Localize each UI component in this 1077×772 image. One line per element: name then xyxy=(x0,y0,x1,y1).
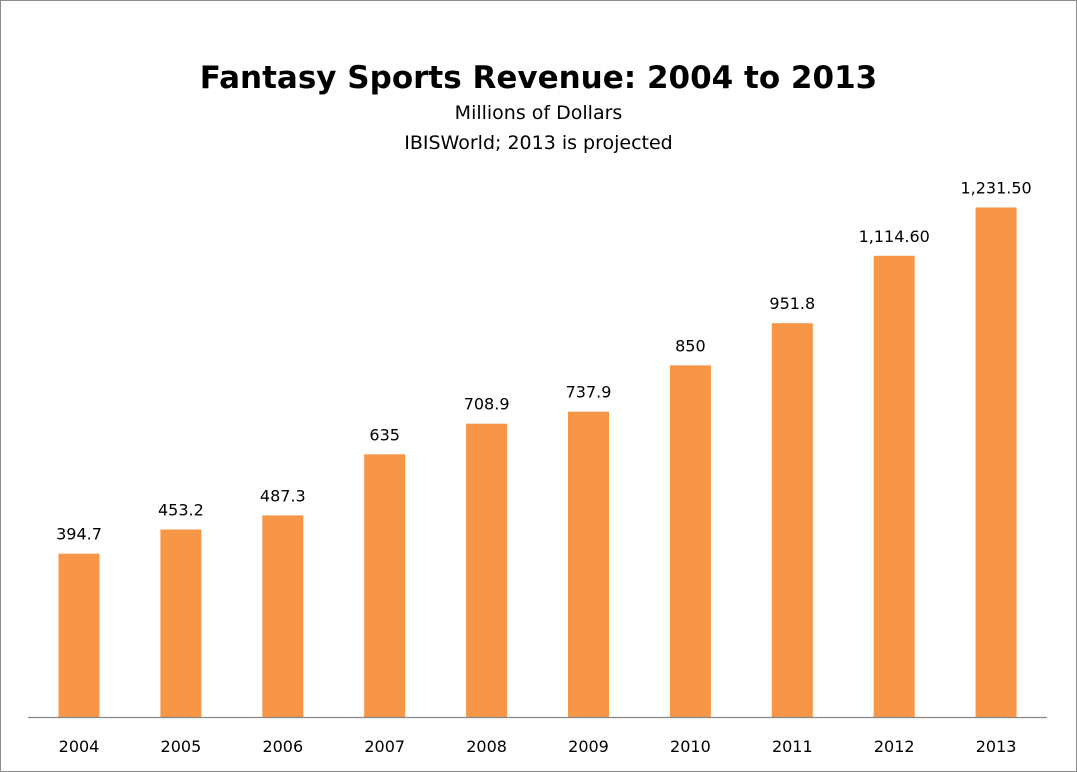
bar-2006 xyxy=(262,515,304,717)
bar-2005 xyxy=(160,529,202,717)
x-tick-label-2004: 2004 xyxy=(59,737,100,756)
bar-2007 xyxy=(364,454,406,717)
x-tick-label-2008: 2008 xyxy=(466,737,507,756)
data-label-2007: 635 xyxy=(369,425,400,444)
data-label-2006: 487.3 xyxy=(260,486,306,505)
bar-2011 xyxy=(771,323,813,717)
data-label-2012: 1,114.60 xyxy=(859,227,930,246)
x-tick-label-2012: 2012 xyxy=(874,737,915,756)
chart-header: Fantasy Sports Revenue: 2004 to 2013 Mil… xyxy=(0,58,1077,158)
bar-2012 xyxy=(873,255,915,718)
x-tick-label-2013: 2013 xyxy=(976,737,1017,756)
bar-2013 xyxy=(975,207,1017,717)
chart-source-note: IBISWorld; 2013 is projected xyxy=(404,132,673,154)
x-tick-label-2005: 2005 xyxy=(161,737,202,756)
bar-2004 xyxy=(58,553,100,717)
data-label-2005: 453.2 xyxy=(158,501,204,520)
data-label-2008: 708.9 xyxy=(464,395,510,414)
x-tick-label-2011: 2011 xyxy=(772,737,813,756)
data-label-2010: 850 xyxy=(675,336,706,355)
x-tick-label-2006: 2006 xyxy=(262,737,303,756)
data-label-2009: 737.9 xyxy=(566,383,612,402)
chart-subtitle: Millions of Dollars xyxy=(454,102,623,124)
data-label-2004: 394.7 xyxy=(56,525,102,544)
bar-2009 xyxy=(568,411,609,717)
x-tick-label-2010: 2010 xyxy=(670,737,711,756)
bar-2008 xyxy=(466,423,508,717)
data-label-2011: 951.8 xyxy=(769,294,815,313)
data-label-2013: 1,231.50 xyxy=(960,179,1031,198)
chart-title: Fantasy Sports Revenue: 2004 to 2013 xyxy=(199,60,878,96)
x-tick-label-2009: 2009 xyxy=(568,737,609,756)
bar-2010 xyxy=(669,365,711,717)
x-tick-label-2007: 2007 xyxy=(364,737,405,756)
